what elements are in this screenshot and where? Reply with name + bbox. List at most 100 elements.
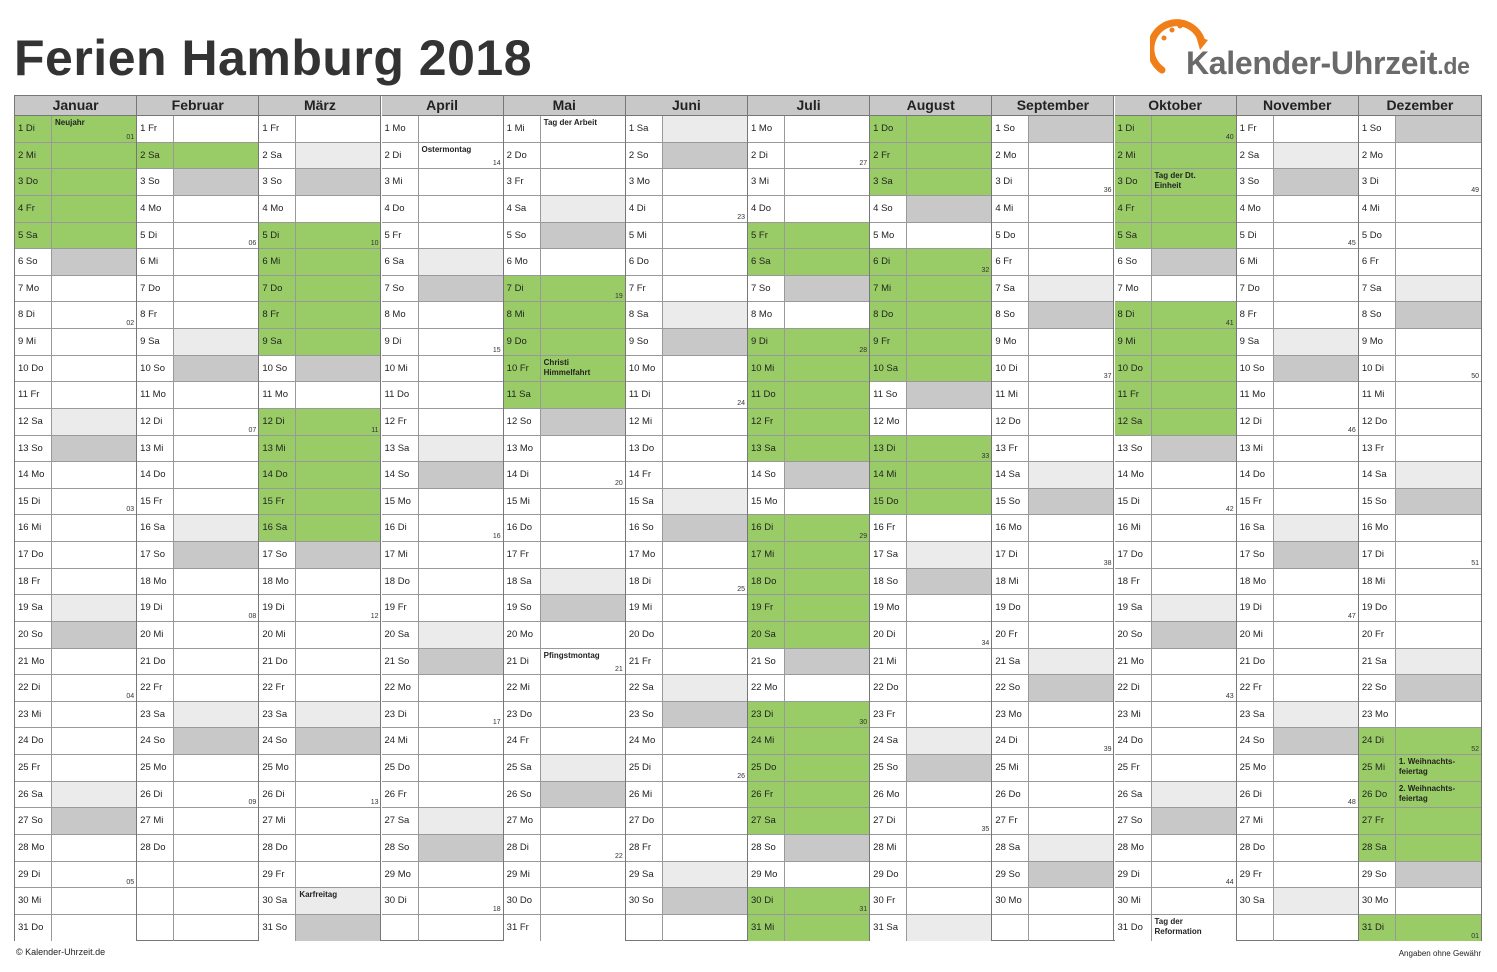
day-cell[interactable]: 6 Di 32 xyxy=(870,249,992,276)
day-cell[interactable]: 26 Mi xyxy=(625,781,747,809)
day-cell[interactable]: 13 So xyxy=(15,435,137,463)
day-cell[interactable]: 25 Do xyxy=(381,755,503,782)
day-cell[interactable]: 23 Sa xyxy=(1236,701,1358,729)
day-cell[interactable]: 14 Do xyxy=(1236,462,1358,489)
day-cell[interactable]: 6 Fr xyxy=(992,249,1114,276)
day-cell[interactable]: 19 Do xyxy=(992,595,1114,622)
day-cell[interactable]: 28 So xyxy=(748,834,870,862)
day-cell[interactable]: 2 Mo xyxy=(1358,142,1481,170)
day-cell[interactable]: 2 Fr xyxy=(870,142,992,170)
day-cell[interactable]: 18 Mo xyxy=(259,568,381,596)
day-cell[interactable]: 11 Di 24 xyxy=(625,382,747,409)
day-cell[interactable]: 11 Mo xyxy=(1236,382,1358,409)
day-cell[interactable]: 23 Sa xyxy=(259,701,381,729)
day-cell[interactable]: 27 Sa xyxy=(748,808,870,835)
day-cell[interactable]: 24 Mi xyxy=(748,728,870,755)
day-cell[interactable]: 4 Mo xyxy=(1236,195,1358,223)
day-cell[interactable]: 15 Fr xyxy=(137,488,259,516)
day-cell[interactable]: 23 Mo xyxy=(1358,701,1481,729)
day-cell[interactable]: 19 Di 08 xyxy=(137,595,259,622)
day-cell[interactable]: 13 Mi xyxy=(137,435,259,463)
day-cell[interactable]: 7 Fr xyxy=(625,275,747,303)
day-cell[interactable]: 18 Do xyxy=(748,568,870,596)
day-cell[interactable]: 2 Do xyxy=(503,142,625,170)
day-cell[interactable]: 1 So xyxy=(992,116,1114,143)
day-cell[interactable]: 31 Mi xyxy=(748,914,870,942)
day-cell[interactable]: 18 Mo xyxy=(137,568,259,596)
day-cell[interactable]: 25 Mo xyxy=(259,755,381,782)
day-cell[interactable]: 11 Sa xyxy=(503,382,625,409)
day-cell[interactable]: 6 Fr xyxy=(1358,249,1481,276)
day-cell[interactable]: 19 Fr xyxy=(381,595,503,622)
day-cell[interactable]: 20 Sa xyxy=(748,621,870,649)
day-cell[interactable]: 18 Fr xyxy=(1114,568,1236,596)
day-cell[interactable]: 10 Do xyxy=(1114,355,1236,383)
day-cell[interactable]: 20 Do xyxy=(625,621,747,649)
day-cell[interactable]: 10 Mi xyxy=(381,355,503,383)
day-cell[interactable]: 5 Mi xyxy=(625,222,747,250)
day-cell[interactable]: 10 Fr Christi Himmelfahrt xyxy=(503,355,625,383)
day-cell[interactable]: 5 Do xyxy=(1358,222,1481,250)
day-cell[interactable]: 28 Mo xyxy=(1114,834,1236,862)
day-cell[interactable]: 13 Mo xyxy=(503,435,625,463)
day-cell[interactable]: 24 Do xyxy=(15,728,137,755)
day-cell[interactable]: 15 Di 03 xyxy=(15,488,137,516)
day-cell[interactable]: 27 Do xyxy=(625,808,747,835)
day-cell[interactable]: 30 Mi xyxy=(15,888,137,915)
day-cell[interactable]: 12 Sa xyxy=(1114,408,1236,436)
day-cell[interactable]: 3 Do xyxy=(15,169,137,196)
day-cell[interactable]: 3 Mi xyxy=(381,169,503,196)
day-cell[interactable]: 2 Sa xyxy=(259,142,381,170)
day-cell[interactable]: 1 Do xyxy=(870,116,992,143)
day-cell[interactable]: 2 Mi xyxy=(1114,142,1236,170)
day-cell[interactable]: 10 Di 37 xyxy=(992,355,1114,383)
day-cell[interactable]: 13 Fr xyxy=(1358,435,1481,463)
day-cell[interactable]: 5 Mo xyxy=(870,222,992,250)
day-cell[interactable]: 6 Sa xyxy=(748,249,870,276)
day-cell[interactable]: 21 Di Pfingstmontag 21 xyxy=(503,648,625,676)
day-cell[interactable]: 29 Mi xyxy=(503,861,625,889)
day-cell[interactable]: 15 Mi xyxy=(503,488,625,516)
day-cell[interactable]: 7 So xyxy=(381,275,503,303)
day-cell[interactable]: 8 Fr xyxy=(259,302,381,329)
day-cell[interactable]: 5 Di 45 xyxy=(1236,222,1358,250)
day-cell[interactable]: 22 Di 43 xyxy=(1114,675,1236,702)
day-cell[interactable]: 23 So xyxy=(625,701,747,729)
day-cell[interactable]: 30 So xyxy=(625,888,747,915)
day-cell[interactable]: 21 Do xyxy=(1236,648,1358,676)
day-cell[interactable]: 19 Sa xyxy=(1114,595,1236,622)
day-cell[interactable]: 25 Di 26 xyxy=(625,755,747,782)
day-cell[interactable]: 12 Mi xyxy=(625,408,747,436)
day-cell[interactable]: 11 Fr xyxy=(1114,382,1236,409)
day-cell[interactable]: 5 So xyxy=(503,222,625,250)
day-cell[interactable]: 28 Do xyxy=(1236,834,1358,862)
day-cell[interactable]: 14 Do xyxy=(137,462,259,489)
day-cell[interactable]: 10 Mi xyxy=(748,355,870,383)
day-cell[interactable]: 24 Di 39 xyxy=(992,728,1114,755)
day-cell[interactable]: 27 Mi xyxy=(137,808,259,835)
day-cell[interactable]: 4 Fr xyxy=(1114,195,1236,223)
day-cell[interactable]: 27 So xyxy=(1114,808,1236,835)
day-cell[interactable]: 8 Mo xyxy=(381,302,503,329)
day-cell[interactable]: 20 Fr xyxy=(1358,621,1481,649)
day-cell[interactable]: 24 So xyxy=(1236,728,1358,755)
day-cell[interactable]: 16 Mo xyxy=(992,515,1114,542)
day-cell[interactable]: 13 Di 33 xyxy=(870,435,992,463)
day-cell[interactable]: 28 Di 22 xyxy=(503,834,625,862)
day-cell[interactable]: 12 Sa xyxy=(15,408,137,436)
day-cell[interactable]: 13 Do xyxy=(625,435,747,463)
day-cell[interactable]: 28 Do xyxy=(137,834,259,862)
day-cell[interactable]: 12 Di 07 xyxy=(137,408,259,436)
day-cell[interactable]: 16 Sa xyxy=(259,515,381,542)
day-cell[interactable]: 9 So xyxy=(625,329,747,356)
day-cell[interactable]: 1 Fr xyxy=(137,116,259,143)
day-cell[interactable]: 6 Mi xyxy=(259,249,381,276)
day-cell[interactable]: 25 Do xyxy=(748,755,870,782)
day-cell[interactable]: 5 Do xyxy=(992,222,1114,250)
day-cell[interactable]: 8 Mi xyxy=(503,302,625,329)
day-cell[interactable]: 9 Mi xyxy=(15,329,137,356)
day-cell[interactable]: 17 So xyxy=(137,542,259,569)
day-cell[interactable]: 18 So xyxy=(870,568,992,596)
day-cell[interactable]: 28 Mo xyxy=(15,834,137,862)
day-cell[interactable]: 26 Di 48 xyxy=(1236,781,1358,809)
